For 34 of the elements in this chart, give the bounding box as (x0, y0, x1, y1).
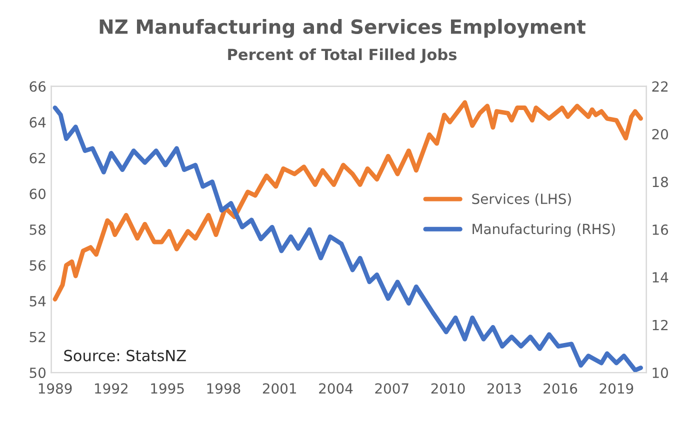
x-tick-label: 2007 (375, 383, 408, 394)
y2-tick-label: 22 (652, 81, 668, 92)
y2-tick-label: 10 (652, 368, 668, 378)
x-tick-label: 2010 (431, 383, 465, 394)
y-tick-label: 64 (30, 117, 46, 128)
y-tick-label: 58 (30, 224, 46, 235)
line-series (52, 106, 643, 372)
x-tick-label: 1998 (207, 383, 240, 394)
legend-label: Services (LHS) (472, 193, 571, 206)
legend-label: Manufacturing (RHS) (472, 223, 615, 237)
y-tick-label: 54 (30, 296, 46, 306)
y2-tick-label: 14 (652, 272, 668, 282)
chart-subtitle: Percent of Total Filled Jobs (228, 48, 457, 64)
y-tick-label: 50 (30, 368, 46, 378)
y-tick-label: 66 (30, 81, 46, 92)
x-tick-label: 1995 (151, 383, 184, 394)
y2-tick-label: 20 (652, 128, 668, 140)
y2-tick-label: 16 (652, 224, 668, 235)
line-series (52, 100, 643, 302)
x-tick-label: 1992 (95, 383, 128, 394)
y-tick-label: 52 (30, 332, 46, 342)
x-tick-label: 2001 (262, 383, 296, 394)
annotation: Source: StatsNZ (64, 350, 186, 362)
x-tick-label: 1989 (38, 383, 72, 394)
y2-tick-label: 12 (652, 320, 668, 330)
y2-tick-label: 18 (652, 176, 668, 188)
y-tick-label: 56 (30, 260, 46, 271)
y-tick-label: 62 (30, 152, 46, 164)
x-tick-label: 2019 (600, 383, 634, 394)
chart-title: NZ Manufacturing and Services Employment (100, 18, 586, 38)
x-tick-label: 2004 (319, 383, 353, 394)
x-tick-label: 2016 (544, 383, 578, 394)
y-tick-label: 60 (30, 188, 46, 200)
x-tick-label: 2013 (488, 383, 521, 394)
